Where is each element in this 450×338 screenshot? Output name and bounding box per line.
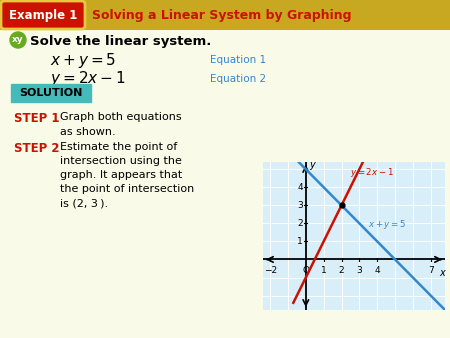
- FancyBboxPatch shape: [1, 1, 85, 29]
- Text: STEP 2: STEP 2: [14, 142, 59, 155]
- Text: 3: 3: [297, 201, 303, 210]
- FancyBboxPatch shape: [11, 84, 91, 102]
- Text: 4: 4: [297, 183, 303, 192]
- Text: −2: −2: [264, 266, 277, 275]
- Text: Example 1: Example 1: [9, 8, 77, 22]
- Text: 2: 2: [297, 219, 303, 228]
- Text: Equation 1: Equation 1: [210, 55, 266, 65]
- Text: xy: xy: [12, 35, 24, 45]
- Text: x: x: [440, 268, 445, 277]
- Text: $x + y = 5$: $x + y = 5$: [50, 50, 116, 70]
- Text: Solve the linear system.: Solve the linear system.: [30, 34, 212, 48]
- Text: 3: 3: [356, 266, 362, 275]
- Text: Graph both equations
as shown.: Graph both equations as shown.: [60, 112, 182, 137]
- Circle shape: [10, 32, 26, 48]
- Text: SOLUTION: SOLUTION: [19, 88, 83, 98]
- Text: O: O: [302, 266, 309, 275]
- Text: $y = 2x - 1$: $y = 2x - 1$: [351, 166, 394, 179]
- Text: STEP 1: STEP 1: [14, 112, 59, 125]
- Text: 1: 1: [297, 237, 303, 246]
- Text: Solving a Linear System by Graphing: Solving a Linear System by Graphing: [92, 8, 351, 22]
- Bar: [0, 0, 450, 30]
- Text: $y = 2x - 1$: $y = 2x - 1$: [50, 70, 126, 89]
- Text: 2: 2: [339, 266, 344, 275]
- Text: $x + y = 5$: $x + y = 5$: [368, 218, 406, 231]
- Text: Estimate the point of
intersection using the
graph. It appears that
the point of: Estimate the point of intersection using…: [60, 142, 194, 208]
- Text: y: y: [309, 160, 315, 170]
- Text: 7: 7: [428, 266, 434, 275]
- Text: 1: 1: [321, 266, 327, 275]
- Text: Equation 2: Equation 2: [210, 74, 266, 84]
- Text: 4: 4: [374, 266, 380, 275]
